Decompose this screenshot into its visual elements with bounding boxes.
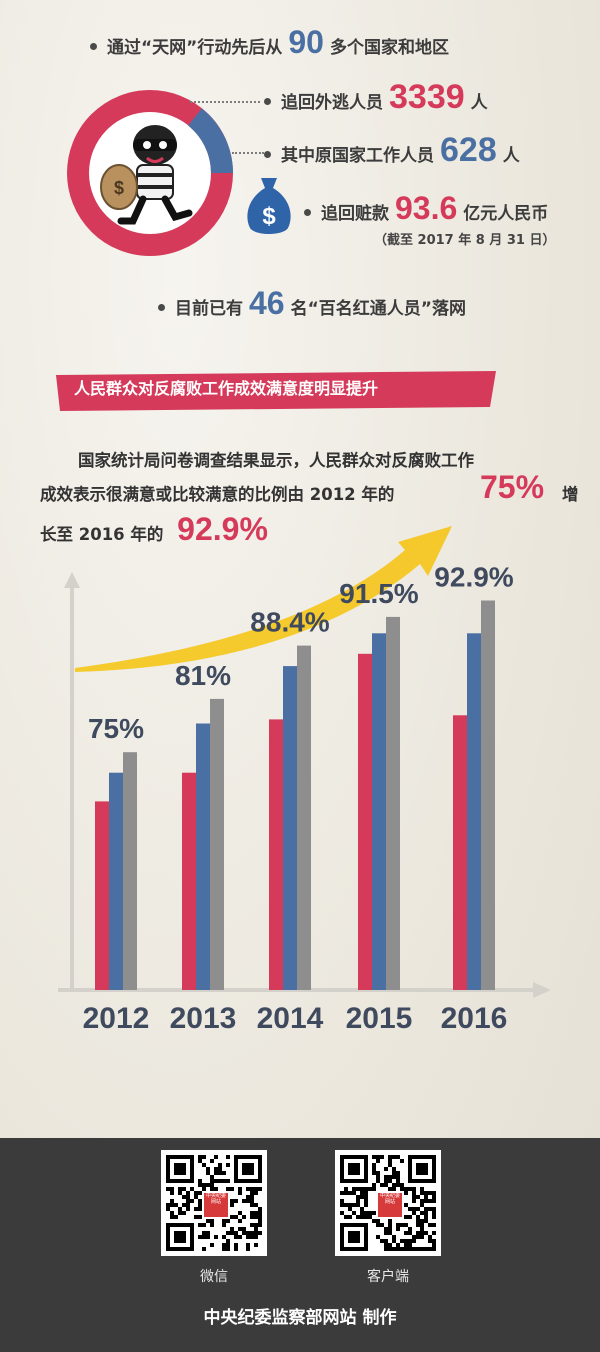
bar-2013-2: [196, 723, 210, 990]
bar-2015-1: [358, 653, 372, 990]
paragraph-line-2: 成效表示很满意或比较满意的比例由 2012 年的: [40, 485, 395, 504]
bar-2012-1: [95, 801, 109, 990]
bar-2013-3: [210, 698, 224, 990]
stat-officials: 其中原国家工作人员 628 人: [264, 133, 520, 167]
bullet-dot: [264, 98, 271, 105]
date-note: （截至 2017 年 8 月 31 日）: [374, 233, 556, 248]
value-label-2013: 81%: [175, 660, 231, 691]
bar-2015-3: [386, 616, 400, 990]
qr-code-wechat[interactable]: 中央纪委网站: [161, 1150, 267, 1256]
value-label-2014: 88.4%: [250, 607, 329, 638]
qr-logo: 中央纪委网站: [202, 1191, 230, 1219]
bar-2016-1: [453, 715, 467, 990]
fugitives-count: 3339: [389, 78, 465, 116]
money-amount: 93.6: [395, 190, 458, 226]
stat-countries: 通过“天网”行动先后从 90 多个国家和地区: [90, 26, 449, 58]
pct-2016: 92.9%: [177, 511, 268, 547]
value-label-2015: 91.5%: [339, 578, 418, 609]
bar-2012-2: [109, 772, 123, 990]
bar-2014-2: [283, 666, 297, 990]
bar-2013-1: [182, 772, 196, 990]
bullet-dot: [90, 43, 97, 50]
leader-line-officials: [232, 152, 264, 154]
bar-2015-2: [372, 633, 386, 990]
section-title: 人民群众对反腐败工作成效满意度明显提升: [74, 379, 379, 398]
bar-2012-3: [123, 752, 137, 990]
stat-fugitives: 追回外逃人员 3339 人: [264, 80, 488, 114]
footer-credit: 中央纪委监察部网站 制作: [203, 1308, 397, 1328]
footer: 中央纪委网站 微信 中央纪委网站 客户端 中央纪委监察部网站 制作: [0, 1138, 600, 1352]
category-label-2015: 2015: [346, 1002, 413, 1035]
pct-2012: 75%: [480, 469, 545, 505]
bar-2016-3: [481, 600, 495, 990]
paragraph-line-3: 长至 2016 年的: [40, 525, 164, 544]
value-label-2016: 92.9%: [434, 562, 513, 593]
category-label-2012: 2012: [83, 1002, 150, 1035]
section-banner: 人民群众对反腐败工作成效满意度明显提升: [56, 371, 496, 411]
stat-money: 追回赃款 93.6 亿元人民币: [304, 192, 548, 224]
trend-arrow-shape: [75, 526, 452, 672]
bullet-dot: [304, 209, 311, 216]
redlist-count: 46: [249, 285, 285, 321]
paragraph-line-1: 国家统计局问卷调查结果显示，人民群众对反腐败工作: [78, 451, 474, 470]
thief-icon: $: [100, 125, 193, 225]
bar-2014-3: [297, 645, 311, 990]
trend-arrow: [75, 526, 452, 672]
stat-redlist: 目前已有 46 名“百名红通人员”落网: [158, 287, 466, 319]
qr-code-app[interactable]: 中央纪委网站: [335, 1150, 441, 1256]
officials-count: 628: [440, 131, 497, 169]
bullet-dot: [158, 304, 165, 311]
value-label-2012: 75%: [88, 713, 144, 744]
bullet-dot: [264, 151, 271, 158]
svg-text:$: $: [114, 178, 124, 198]
leader-line-fugitives: [190, 101, 260, 103]
satisfaction-chart: 75% 81% 88.4% 91.5% 92.9% 2012 2013 2014 2015 20…: [58, 526, 551, 1035]
qr-logo: 中央纪委网站: [376, 1191, 404, 1219]
money-bag-icon: $: [247, 178, 291, 234]
thief-ring: $: [65, 88, 235, 258]
qr-label-wechat: 微信: [200, 1269, 228, 1285]
category-label-2016: 2016: [441, 1002, 508, 1035]
bar-2014-1: [269, 719, 283, 990]
svg-text:$: $: [262, 203, 276, 230]
countries-count: 90: [288, 24, 324, 60]
category-label-2013: 2013: [170, 1002, 237, 1035]
paragraph-line-2-end: 增: [562, 485, 579, 504]
category-label-2014: 2014: [257, 1002, 324, 1035]
bar-2016-2: [467, 633, 481, 990]
qr-label-app: 客户端: [367, 1269, 409, 1285]
survey-paragraph: 国家统计局问卷调查结果显示，人民群众对反腐败工作 成效表示很满意或比较满意的比例…: [40, 444, 580, 546]
